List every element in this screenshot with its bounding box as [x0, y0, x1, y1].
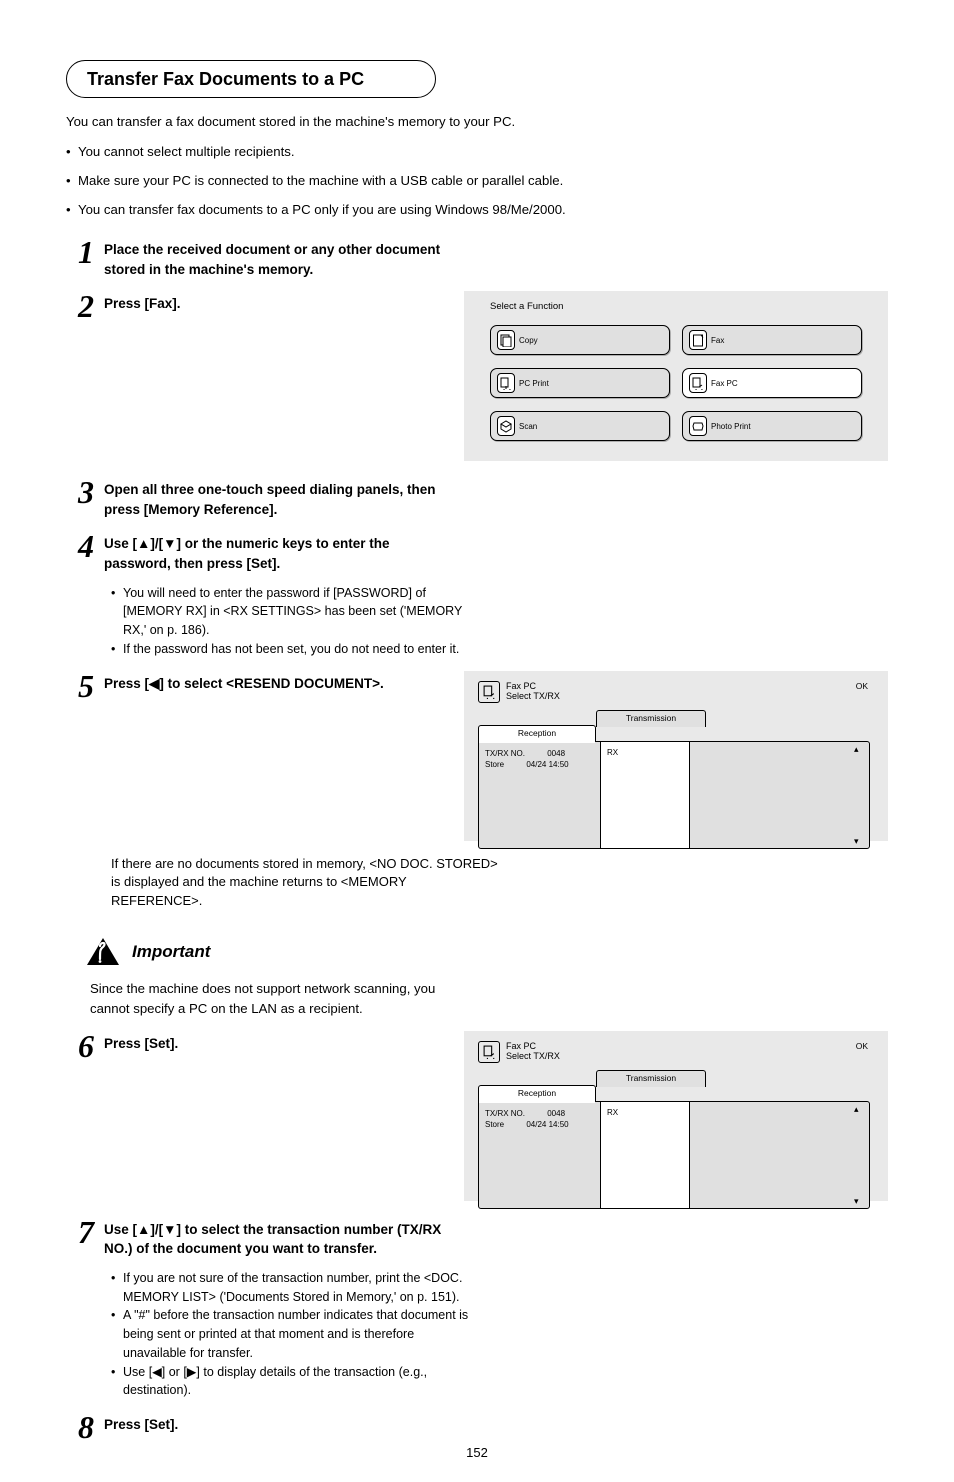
step-text: Press [Fax].	[104, 291, 181, 314]
important-body: Since the machine does not support netwo…	[90, 979, 470, 1019]
fn-pcprint-button[interactable]: PC Print	[490, 368, 670, 398]
step-number: 8	[66, 1412, 94, 1442]
intro-text: You can transfer a fax document stored i…	[66, 112, 888, 132]
arrow-up-icon[interactable]: ▴	[854, 744, 864, 754]
step-number: 6	[66, 1031, 94, 1061]
step-note: • Use [◀] or [▶] to display details of t…	[111, 1363, 471, 1401]
page-number: 152	[0, 1445, 954, 1460]
copy-icon	[497, 330, 515, 350]
section-title: Transfer Fax Documents to a PC	[66, 60, 436, 98]
fn-fax-button[interactable]: Fax	[682, 325, 862, 355]
faxpc-icon	[478, 1041, 500, 1063]
tab-reception[interactable]: Reception	[478, 725, 596, 742]
fn-faxpc-button[interactable]: Fax PC	[682, 368, 862, 398]
note-3: • You can transfer fax documents to a PC…	[66, 200, 888, 219]
step-text: Use [▲]/[▼] to select the transaction nu…	[104, 1217, 456, 1259]
step-text: Use [▲]/[▼] or the numeric keys to enter…	[104, 531, 456, 573]
step-text: Place the received document or any other…	[104, 237, 456, 279]
note-1: • You cannot select multiple recipients.	[66, 142, 888, 161]
step-note: • If the password has not been set, you …	[111, 640, 471, 659]
arrow-down-icon[interactable]: ▾	[854, 836, 864, 846]
step-number: 3	[66, 477, 94, 507]
important-label: Important	[132, 942, 210, 962]
tab-transmission[interactable]: Transmission	[596, 1070, 706, 1087]
step-number: 7	[66, 1217, 94, 1247]
tab-transmission[interactable]: Transmission	[596, 710, 706, 727]
step-text: Press [Set].	[104, 1031, 178, 1054]
step-number: 4	[66, 531, 94, 561]
step-note: • You will need to enter the password if…	[111, 584, 471, 640]
step-subnote: If there are no documents stored in memo…	[111, 855, 501, 912]
step-note: • A "#" before the transaction number in…	[111, 1306, 471, 1362]
faxpc-icon	[689, 373, 707, 393]
photo-icon	[689, 416, 707, 436]
arrow-up-icon[interactable]: ▴	[854, 1104, 864, 1114]
arrow-down-icon[interactable]: ▾	[854, 1196, 864, 1206]
note-2: • Make sure your PC is connected to the …	[66, 171, 888, 190]
step-text: Press [Set].	[104, 1412, 178, 1435]
step-note: • If you are not sure of the transaction…	[111, 1269, 471, 1307]
scan-icon	[497, 416, 515, 436]
step-number: 2	[66, 291, 94, 321]
function-select-panel: Select a Function Copy Fax	[464, 291, 888, 461]
fn-scan-button[interactable]: Scan	[490, 411, 670, 441]
fax-icon	[689, 330, 707, 350]
step-number: 5	[66, 671, 94, 701]
step-text: Press [◀] to select <RESEND DOCUMENT>.	[104, 671, 384, 694]
pcprint-icon	[497, 373, 515, 393]
fn-copy-button[interactable]: Copy	[490, 325, 670, 355]
faxpc-icon	[478, 681, 500, 703]
fn-photoprint-button[interactable]: Photo Print	[682, 411, 862, 441]
tx-panel-1: Fax PC Select TX/RX OK Transmission Rece…	[464, 671, 888, 841]
important-icon	[86, 937, 120, 967]
step-number: 1	[66, 237, 94, 267]
tx-panel-2: Fax PC Select TX/RX OK Transmission Rece…	[464, 1031, 888, 1201]
step-text: Open all three one-touch speed dialing p…	[104, 477, 456, 519]
tab-reception[interactable]: Reception	[478, 1085, 596, 1102]
